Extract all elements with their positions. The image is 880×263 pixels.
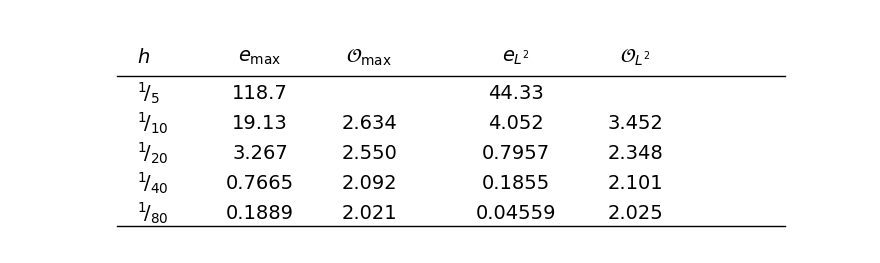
Text: 2.101: 2.101 xyxy=(607,174,663,193)
Text: $^1\!/_{80}$: $^1\!/_{80}$ xyxy=(137,201,169,226)
Text: 2.634: 2.634 xyxy=(341,114,397,133)
Text: 2.092: 2.092 xyxy=(341,174,397,193)
Text: 0.7665: 0.7665 xyxy=(226,174,294,193)
Text: $\mathcal{O}_{L^2}$: $\mathcal{O}_{L^2}$ xyxy=(620,48,650,68)
Text: $e_{\mathrm{max}}$: $e_{\mathrm{max}}$ xyxy=(238,48,282,67)
Text: $^1\!/_{10}$: $^1\!/_{10}$ xyxy=(137,111,169,136)
Text: $\mathcal{O}_{\mathrm{max}}$: $\mathcal{O}_{\mathrm{max}}$ xyxy=(346,48,392,68)
Text: 0.1889: 0.1889 xyxy=(226,204,294,223)
Text: 0.04559: 0.04559 xyxy=(475,204,556,223)
Text: $e_{L^2}$: $e_{L^2}$ xyxy=(502,48,530,67)
Text: 0.1855: 0.1855 xyxy=(481,174,550,193)
Text: $^1\!/_5$: $^1\!/_5$ xyxy=(137,81,160,106)
Text: 19.13: 19.13 xyxy=(232,114,288,133)
Text: $^1\!/_{40}$: $^1\!/_{40}$ xyxy=(137,171,169,196)
Text: 3.452: 3.452 xyxy=(607,114,663,133)
Text: 0.7957: 0.7957 xyxy=(481,144,550,163)
Text: 3.267: 3.267 xyxy=(232,144,288,163)
Text: $^1\!/_{20}$: $^1\!/_{20}$ xyxy=(137,141,169,166)
Text: 2.348: 2.348 xyxy=(607,144,663,163)
Text: 2.025: 2.025 xyxy=(607,204,663,223)
Text: 2.021: 2.021 xyxy=(341,204,397,223)
Text: 2.550: 2.550 xyxy=(341,144,397,163)
Text: 44.33: 44.33 xyxy=(488,84,544,103)
Text: $h$: $h$ xyxy=(137,48,150,67)
Text: 118.7: 118.7 xyxy=(232,84,288,103)
Text: 4.052: 4.052 xyxy=(488,114,544,133)
